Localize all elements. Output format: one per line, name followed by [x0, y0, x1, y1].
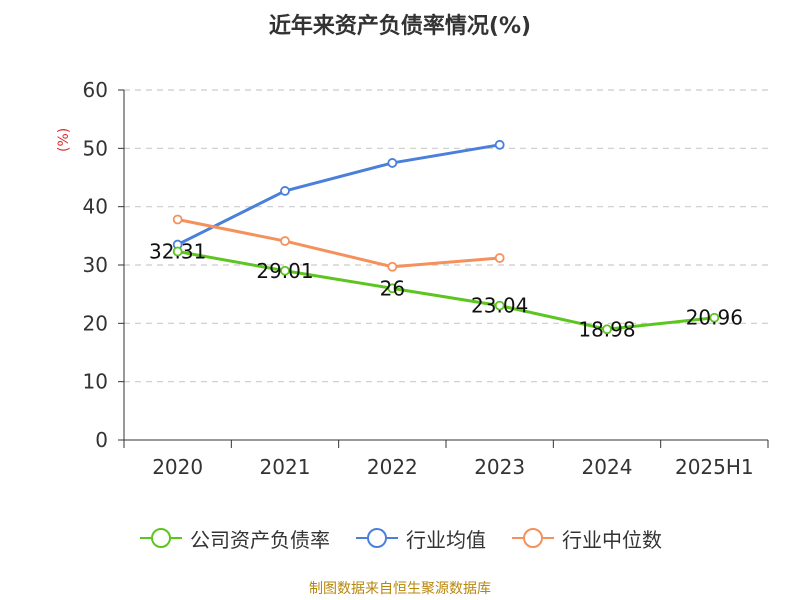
legend-label: 行业中位数	[562, 527, 662, 552]
legend-item: 行业中位数	[510, 524, 662, 553]
series-0-line	[177, 250, 715, 331]
legend-marker	[523, 528, 543, 548]
x-tick-label: 2022	[367, 455, 418, 479]
series-1-point	[280, 186, 290, 196]
y-tick-label: 0	[95, 428, 108, 452]
y-tick-label: 50	[83, 136, 108, 160]
legend-swatch	[140, 528, 182, 548]
y-tick-label: 60	[83, 78, 108, 102]
y-tick-label: 30	[83, 253, 108, 277]
data-label: 20.96	[686, 306, 743, 330]
y-tick-label: 20	[83, 311, 108, 335]
legend-label: 行业均值	[406, 527, 486, 552]
source-note: 制图数据来自恒生聚源数据库	[309, 581, 491, 597]
legend-label: 公司资产负债率	[190, 527, 330, 552]
y-tick-label: 40	[83, 195, 108, 219]
legend: 公司资产负债率 行业均值 行业中位数	[0, 520, 800, 556]
x-tick-label: 2025H1	[675, 455, 754, 479]
series-0-point	[172, 246, 183, 257]
x-tick-label: 2021	[260, 455, 311, 479]
chart-title: 近年来资产负债率情况(%)	[268, 14, 532, 39]
series-0-point	[494, 300, 505, 311]
legend-marker	[367, 528, 387, 548]
y-tick-label: 10	[83, 370, 108, 394]
series-0-point	[602, 324, 612, 335]
legend-marker	[151, 528, 171, 548]
series-0-point	[387, 283, 398, 294]
x-tick-label: 2023	[474, 455, 525, 479]
legend-item: 行业均值	[354, 524, 486, 553]
data-label: 23.04	[471, 294, 528, 318]
series-0-point	[709, 312, 720, 323]
series-2-point	[172, 214, 183, 225]
series-2-point	[494, 253, 505, 263]
series-0-point	[280, 265, 290, 276]
legend-swatch	[512, 528, 554, 548]
chart-plot: 0 10 20 30 40 50 60 2020 2021 2022 2023 2024 2025H1 3…	[83, 78, 769, 479]
legend-swatch	[356, 528, 398, 548]
x-tick-label: 2024	[582, 455, 633, 479]
data-label: 26	[380, 276, 405, 300]
series-1-point	[387, 158, 398, 168]
series-1-line	[176, 143, 500, 246]
series-1-point	[494, 139, 505, 150]
legend-item: 公司资产负债率	[138, 524, 330, 553]
data-label: 32.31	[149, 240, 206, 264]
data-label: 18.98	[578, 317, 635, 341]
series-2-point	[280, 236, 290, 246]
series-2-point	[387, 261, 398, 272]
data-label: 29.01	[256, 259, 313, 283]
x-tick-label: 2020	[152, 455, 203, 479]
series-2-line	[177, 218, 500, 269]
